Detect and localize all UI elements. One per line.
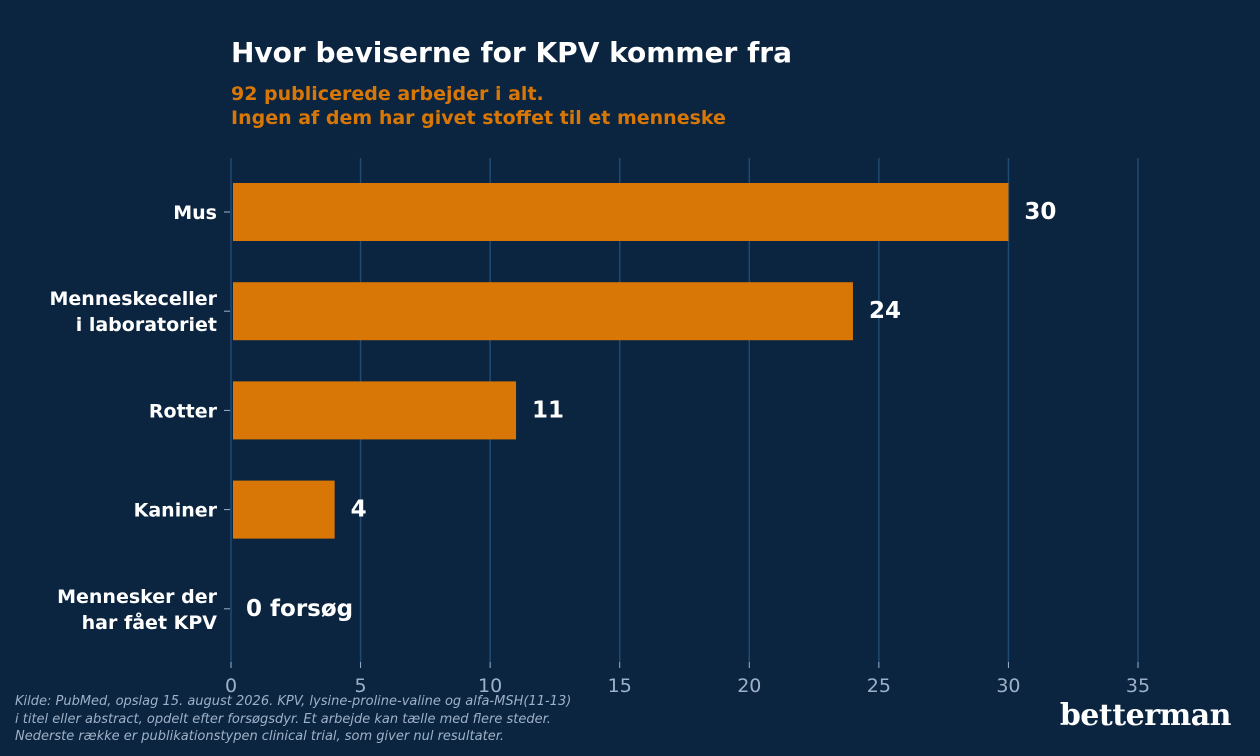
category-label-line: Menneskeceller [50, 288, 218, 310]
category-label-line: Rotter [149, 400, 218, 422]
category-label-1: Menneskeceller i laboratoriet [50, 288, 218, 336]
x-tick-label: 10 [478, 675, 502, 697]
data-labels: 30 24 11 4 0 forsøg [246, 199, 1056, 622]
category-labels: Mus Menneskeceller i laboratoriet Rotter Kan… [50, 202, 230, 634]
category-label-line: i laboratoriet [76, 314, 217, 336]
bar-1 [233, 282, 853, 341]
chart-subtitle-line-2: Ingen af dem har givet stoffet til et me… [231, 107, 726, 129]
bar-0 [233, 183, 1009, 241]
x-tick-label: 20 [737, 675, 761, 697]
data-label-0: 30 [1024, 199, 1056, 225]
gridlines [230, 158, 1139, 662]
chart-subtitle-line-1: 92 publicerede arbejder i alt. [231, 83, 544, 105]
category-label-3: Kaniner [134, 500, 218, 522]
data-label-4: 0 forsøg [246, 596, 353, 622]
category-label-line: Kaniner [134, 500, 218, 522]
x-tick-label: 25 [867, 675, 891, 697]
source-note-line-3: Nederste række er publikationstypen clin… [15, 729, 504, 744]
bar-2 [233, 381, 517, 440]
source-note-line-2: i titel eller abstract, opdelt efter for… [15, 712, 551, 727]
chart-title: Hvor beviserne for KPV kommer fra [231, 36, 792, 69]
x-tick-label: 5 [355, 675, 367, 697]
x-tick-label: 35 [1126, 675, 1150, 697]
bars [233, 183, 1009, 539]
source-note-line-1: Kilde: PubMed, opslag 15. august 2026. K… [15, 694, 572, 709]
x-tick-label: 0 [225, 675, 237, 697]
data-label-3: 4 [351, 497, 367, 523]
bar-3 [233, 480, 335, 539]
x-tick-label: 30 [996, 675, 1020, 697]
category-label-4: Mennesker der har fået KPV [57, 586, 218, 634]
x-tick-label: 15 [608, 675, 632, 697]
data-label-2: 11 [532, 397, 564, 423]
brand-logo: betterman [1059, 698, 1232, 733]
x-axis-ticks: 0 5 10 15 20 25 30 35 [225, 662, 1150, 697]
category-label-2: Rotter [149, 400, 218, 422]
data-label-1: 24 [869, 298, 901, 324]
category-label-line: har fået KPV [82, 610, 218, 634]
category-label-0: Mus [173, 202, 217, 224]
category-label-line: Mus [173, 202, 217, 224]
category-label-line: Mennesker der [57, 586, 218, 608]
